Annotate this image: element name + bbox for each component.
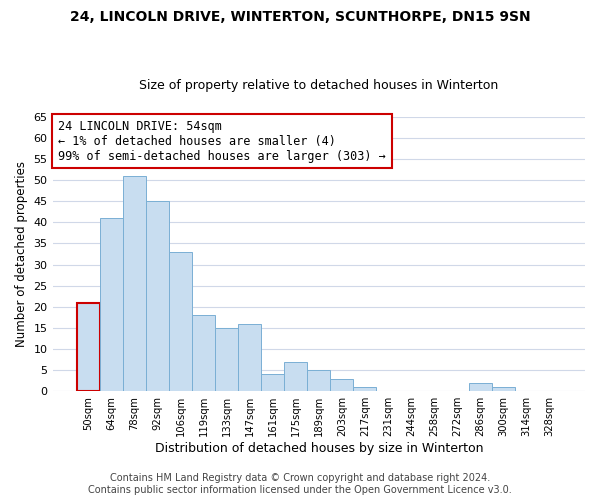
Text: Contains HM Land Registry data © Crown copyright and database right 2024.
Contai: Contains HM Land Registry data © Crown c… [88,474,512,495]
Bar [261,374,284,391]
Bar [146,201,169,391]
Bar [469,383,491,391]
Bar [353,387,376,391]
Bar [284,362,307,391]
Bar [307,370,330,391]
Bar [100,218,123,391]
Bar [215,328,238,391]
Bar [330,378,353,391]
Bar [77,302,100,391]
X-axis label: Distribution of detached houses by size in Winterton: Distribution of detached houses by size … [155,442,483,455]
Bar [123,176,146,391]
Y-axis label: Number of detached properties: Number of detached properties [15,161,28,347]
Bar [169,252,192,391]
Text: 24, LINCOLN DRIVE, WINTERTON, SCUNTHORPE, DN15 9SN: 24, LINCOLN DRIVE, WINTERTON, SCUNTHORPE… [70,10,530,24]
Text: 24 LINCOLN DRIVE: 54sqm
← 1% of detached houses are smaller (4)
99% of semi-deta: 24 LINCOLN DRIVE: 54sqm ← 1% of detached… [58,120,386,162]
Bar [238,324,261,391]
Bar [491,387,515,391]
Bar [192,315,215,391]
Title: Size of property relative to detached houses in Winterton: Size of property relative to detached ho… [139,79,499,92]
